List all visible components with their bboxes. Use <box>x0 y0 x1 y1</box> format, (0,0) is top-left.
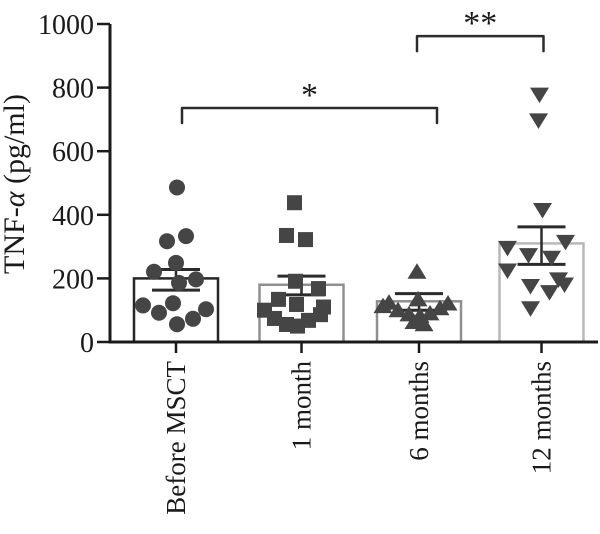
x-category-label: 6 months <box>404 361 434 461</box>
circle-marker <box>146 263 162 280</box>
x-category-label: Before MSCT <box>161 360 191 514</box>
square-marker <box>267 310 282 326</box>
square-marker <box>313 307 328 323</box>
triangle-down-marker <box>519 248 538 264</box>
significance-bracket <box>415 34 545 53</box>
scatter-1-month <box>257 195 331 334</box>
circle-marker <box>159 233 175 250</box>
y-tick-label: 800 <box>52 74 94 105</box>
circle-marker <box>151 304 167 321</box>
scatter-6-months <box>373 263 458 332</box>
y-tick-label: 600 <box>52 137 94 168</box>
circle-marker <box>198 301 214 318</box>
y-tick-label: 400 <box>52 201 94 232</box>
triangle-down-marker <box>521 279 540 295</box>
square-marker <box>287 195 302 211</box>
triangle-down-marker <box>530 87 549 104</box>
circle-marker <box>171 274 187 291</box>
x-category-label: 1 month <box>287 361 317 451</box>
triangle-up-marker <box>407 263 427 279</box>
circle-marker <box>135 297 151 314</box>
scatter-before-msct <box>135 179 214 333</box>
triangle-up-marker <box>430 299 450 316</box>
triangle-down-marker <box>533 203 552 219</box>
error-bar-12-months <box>517 225 566 266</box>
square-marker <box>311 281 326 297</box>
triangle-up-marker <box>408 290 428 307</box>
circle-marker <box>185 310 201 327</box>
circle-marker <box>178 228 194 245</box>
triangle-down-marker <box>555 277 574 293</box>
triangle-up-marker <box>388 301 408 318</box>
significance-label: * <box>301 77 318 114</box>
y-tick-label: 0 <box>80 328 94 359</box>
significance-bracket <box>180 106 439 125</box>
triangle-up-marker <box>414 315 434 332</box>
square-marker <box>298 232 313 248</box>
square-marker <box>271 291 286 307</box>
triangle-down-marker <box>521 301 540 317</box>
x-category-label: 12 months <box>527 361 557 474</box>
square-marker <box>279 227 294 243</box>
y-tick-label: 1000 <box>38 10 94 41</box>
circle-marker <box>188 271 204 288</box>
triangle-down-marker <box>498 263 517 279</box>
square-marker <box>289 296 304 312</box>
triangle-down-marker <box>540 285 559 301</box>
triangle-down-marker <box>542 250 561 267</box>
circle-marker <box>165 295 181 312</box>
circle-marker <box>168 254 184 271</box>
y-tick-label: 200 <box>52 264 94 295</box>
square-marker <box>290 318 305 334</box>
triangle-down-marker <box>529 113 548 129</box>
square-marker <box>288 273 303 289</box>
triangle-up-marker <box>373 297 393 314</box>
scatter-12-months <box>498 87 575 317</box>
y-axis-label: TNF-α (pg/ml) <box>0 94 31 274</box>
circle-marker <box>169 179 185 196</box>
triangle-down-marker <box>556 234 575 251</box>
significance-label: ** <box>463 5 497 42</box>
triangle-down-marker <box>498 240 517 257</box>
circle-marker <box>169 316 185 333</box>
